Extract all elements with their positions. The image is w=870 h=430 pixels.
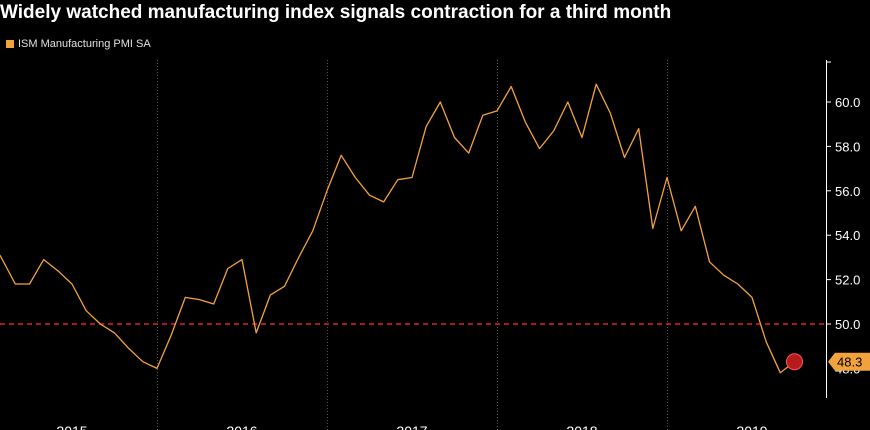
x-tick-label: 2016: [226, 423, 257, 430]
y-tick-label: 50.0: [835, 317, 860, 332]
y-tick-label: 60.0: [835, 95, 860, 110]
x-tick-label: 2019: [736, 423, 767, 430]
chart-title: Widely watched manufacturing index signa…: [0, 2, 672, 23]
last-point-marker: [786, 353, 803, 371]
y-tick-label: 54.0: [835, 228, 860, 243]
x-tick-label: 2018: [566, 423, 597, 430]
series-line-pmi: [0, 83, 795, 374]
y-tick-label: 58.0: [835, 139, 860, 154]
y-tick-label: 56.0: [835, 184, 860, 199]
x-tick-label: 2017: [396, 423, 427, 430]
y-tick-label: 52.0: [835, 273, 860, 288]
legend: ISM Manufacturing PMI SA: [6, 38, 151, 50]
legend-label: ISM Manufacturing PMI SA: [18, 38, 151, 50]
last-value-label: 48.3: [837, 355, 862, 370]
x-tick-label: 2015: [56, 423, 87, 430]
last-value-tag: [828, 352, 870, 371]
legend-swatch: [6, 40, 14, 48]
